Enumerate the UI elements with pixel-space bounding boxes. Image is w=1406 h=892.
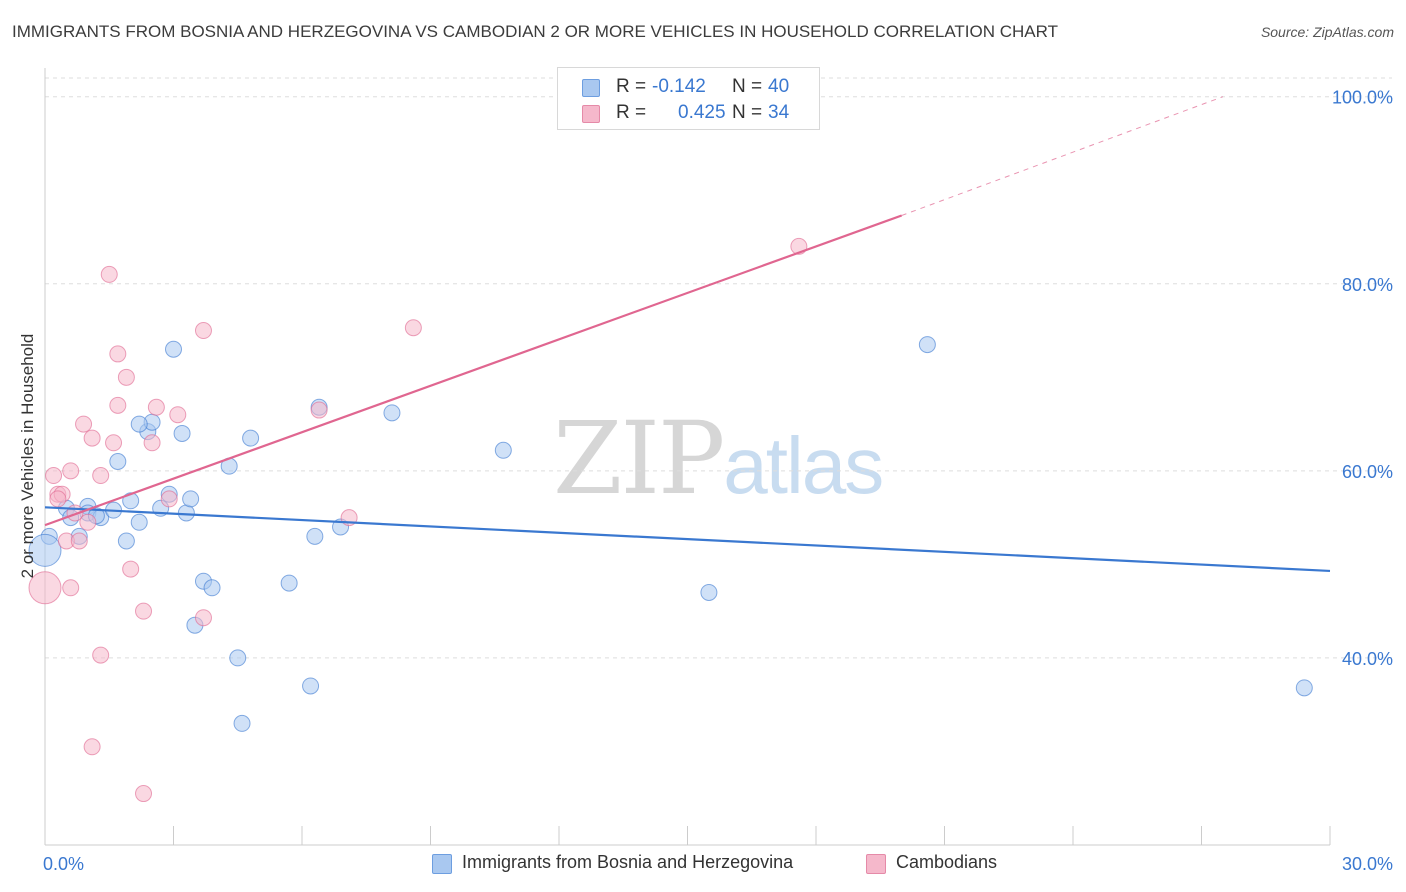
n-label: N =	[732, 76, 763, 97]
point-bosnia	[918, 336, 936, 354]
n-label: N =	[732, 102, 763, 123]
point-bosnia	[233, 714, 251, 732]
point-bosnia	[242, 429, 260, 447]
point-bosnia	[130, 513, 148, 531]
point-cambodians	[92, 646, 110, 664]
point-cambodians	[62, 579, 80, 597]
point-cambodians	[49, 490, 67, 508]
point-bosnia	[203, 579, 221, 597]
stats-swatch-cambodians	[582, 105, 600, 123]
point-cambodians	[105, 434, 123, 452]
point-bosnia	[1295, 679, 1313, 697]
point-cambodians	[109, 396, 127, 414]
stats-box: R = -0.142 N = 40 R = 0.425 N = 34	[557, 67, 820, 130]
point-cambodians	[194, 322, 212, 340]
point-cambodians	[45, 467, 63, 485]
point-bosnia	[122, 492, 140, 510]
point-bosnia	[117, 532, 135, 550]
x-tick-label: 30.0%	[1342, 854, 1393, 874]
point-cambodians	[83, 429, 101, 447]
point-bosnia	[306, 527, 324, 545]
y-tick-label: 40.0%	[1342, 649, 1393, 669]
y-tick-label: 80.0%	[1342, 275, 1393, 295]
point-bosnia	[280, 574, 298, 592]
y-axis-label: 2 or more Vehicles in Household	[18, 333, 37, 579]
point-bosnia	[494, 441, 512, 459]
point-cambodians	[79, 513, 97, 531]
point-cambodians	[83, 738, 101, 756]
x-tick-label: 0.0%	[43, 854, 84, 874]
point-cambodians	[143, 434, 161, 452]
n-value: 40	[768, 76, 790, 97]
watermark: ZIPatlas	[553, 400, 884, 517]
point-bosnia	[700, 583, 718, 601]
point-cambodians	[147, 398, 165, 416]
point-cambodians	[194, 609, 212, 627]
r-label: R =	[616, 76, 647, 97]
point-bosnia	[302, 677, 320, 695]
point-cambodians	[70, 532, 88, 550]
y-tick-label: 60.0%	[1342, 462, 1393, 482]
point-bosnia	[177, 504, 195, 522]
legend-label: Immigrants from Bosnia and Herzegovina	[462, 852, 794, 872]
point-bosnia	[109, 453, 127, 470]
point-bosnia	[130, 415, 148, 433]
point-cambodians	[135, 602, 153, 620]
source-label: Source: ZipAtlas.com	[1260, 24, 1394, 40]
legend-swatch-cambodians	[866, 854, 886, 874]
point-cambodians	[169, 406, 187, 424]
point-bosnia	[229, 649, 247, 667]
point-cambodians	[122, 560, 140, 578]
legend-label: Cambodians	[896, 852, 998, 872]
point-cambodians	[117, 368, 135, 386]
point-bosnia	[182, 490, 200, 508]
r-value: 0.425	[678, 102, 726, 123]
point-cambodians	[62, 462, 80, 480]
r-label: R =	[616, 102, 647, 123]
n-value: 34	[768, 102, 790, 123]
point-cambodians	[160, 490, 178, 508]
trend-line-cambodians-extension	[901, 96, 1224, 216]
point-bosnia	[165, 340, 182, 358]
r-value: -0.142	[652, 76, 706, 97]
point-cambodians	[75, 415, 93, 433]
chart-title: IMMIGRANTS FROM BOSNIA AND HERZEGOVINA V…	[12, 22, 1058, 41]
point-cambodians	[28, 571, 62, 605]
trend-line-cambodians	[44, 214, 903, 527]
legend-swatch-bosnia	[432, 854, 452, 874]
watermark-atlas: atlas	[723, 421, 884, 510]
point-bosnia	[173, 424, 191, 442]
y-tick-label: 100.0%	[1332, 88, 1393, 108]
point-cambodians	[100, 265, 118, 283]
point-cambodians	[404, 319, 422, 337]
watermark-zip: ZIP	[553, 400, 725, 517]
point-cambodians	[310, 401, 328, 419]
point-bosnia	[28, 533, 62, 567]
point-cambodians	[109, 345, 127, 363]
point-cambodians	[92, 467, 110, 485]
trend-line-bosnia	[44, 506, 1331, 573]
point-cambodians	[135, 785, 153, 803]
point-bosnia	[383, 404, 401, 422]
stats-swatch-bosnia	[582, 79, 600, 97]
